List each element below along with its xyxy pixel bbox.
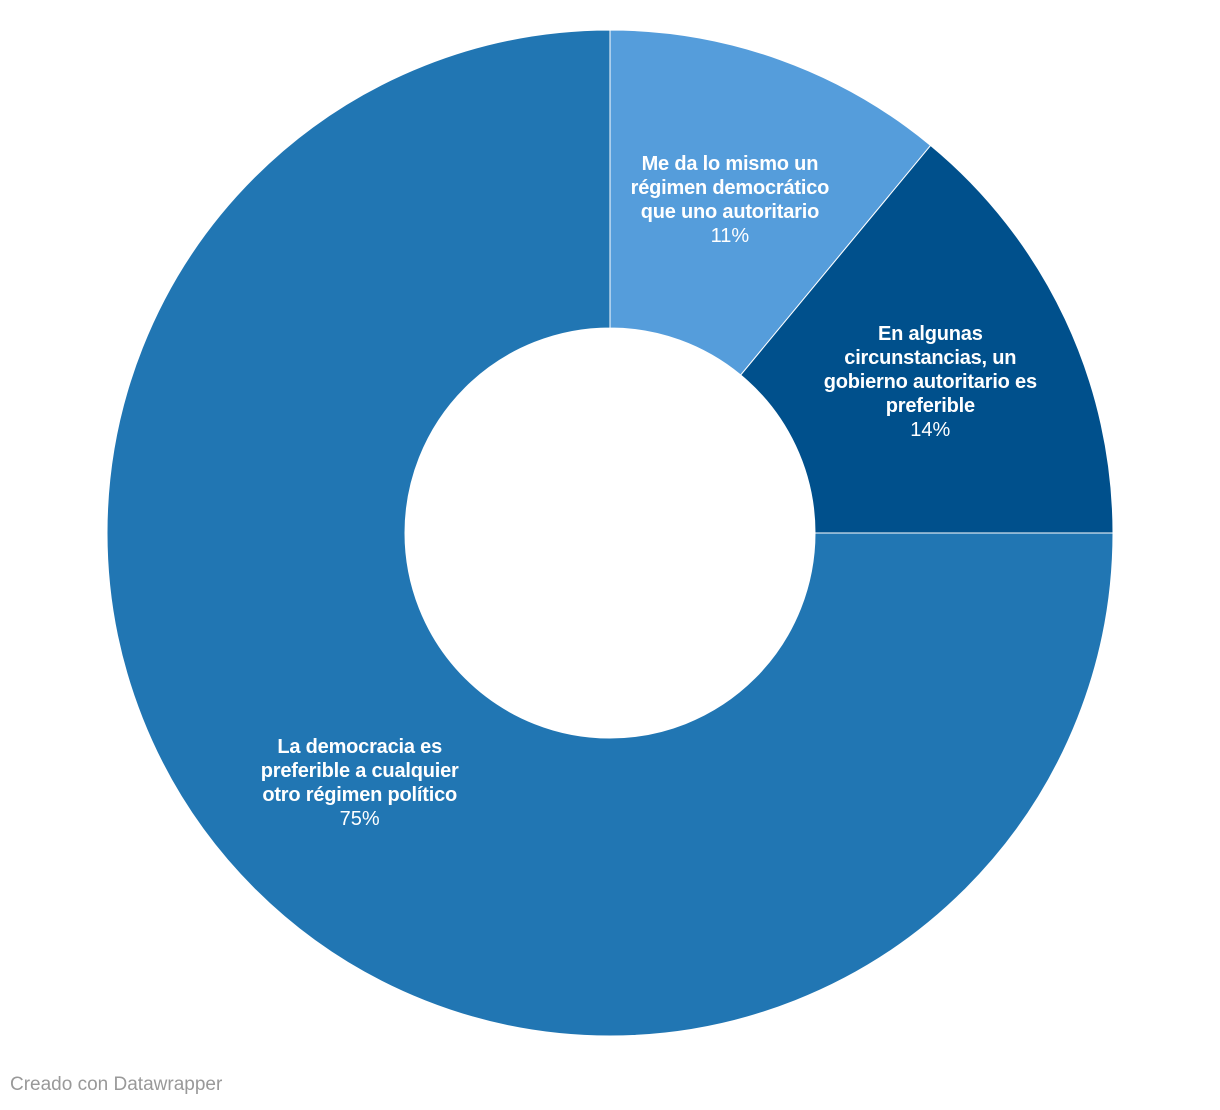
slice-value: 14%: [910, 419, 951, 442]
slice: [609, 29, 932, 376]
slice-label: Me da lo mismo un régimen democrático qu…: [615, 152, 845, 248]
slice-name: En algunas circunstancias, un gobierno a…: [823, 323, 1037, 418]
slice-value: 75%: [339, 808, 380, 831]
slice: [106, 29, 1114, 1037]
chart: [106, 29, 1114, 1037]
slice-name: La democracia es preferible a cualquier …: [260, 736, 459, 807]
slice-label: En algunas circunstancias, un gobierno a…: [815, 322, 1045, 442]
slice-value: 11%: [710, 224, 750, 247]
slice-name: Me da lo mismo un régimen democrático qu…: [630, 152, 830, 223]
credit: Creado con Datawrapper: [10, 1074, 223, 1095]
slice: [739, 144, 1114, 534]
slice-label: La democracia es preferible a cualquier …: [245, 735, 475, 831]
